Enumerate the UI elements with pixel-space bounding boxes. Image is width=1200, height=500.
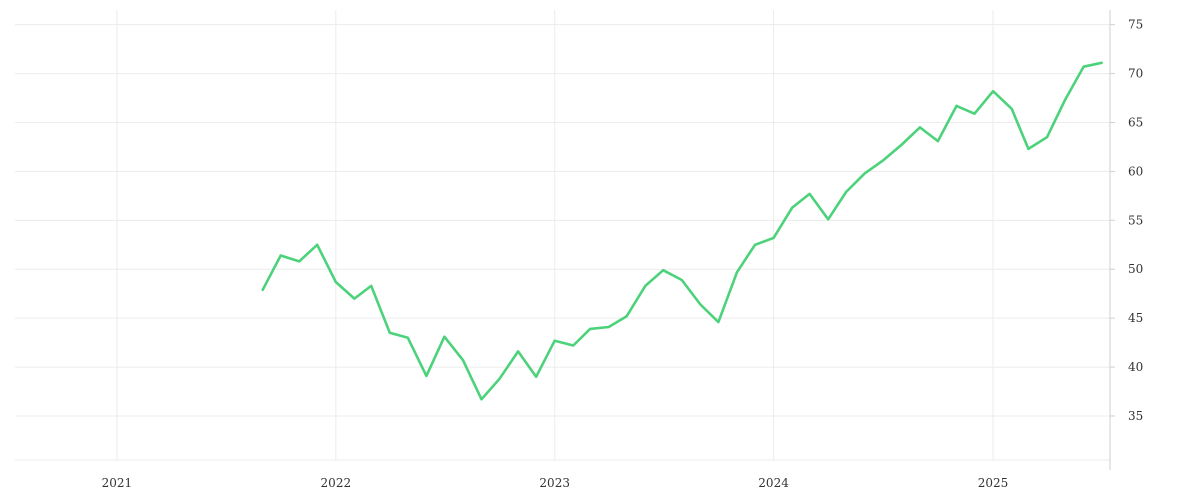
data-point — [497, 376, 503, 382]
y-tick-marks — [1110, 24, 1115, 417]
data-point — [606, 324, 612, 330]
data-point — [898, 142, 904, 148]
x-gridlines — [116, 10, 994, 460]
data-point — [314, 242, 320, 248]
y-tick-label: 55 — [1128, 213, 1143, 227]
data-point — [533, 374, 539, 380]
data-point — [351, 296, 357, 302]
x-tick-label: 2022 — [321, 476, 352, 490]
data-point — [1025, 146, 1031, 152]
data-point — [1009, 106, 1015, 112]
y-tick-label: 50 — [1128, 262, 1143, 276]
data-point — [515, 348, 521, 354]
x-tick-labels: 2021 2022 2023 2024 2025 — [102, 476, 1009, 490]
data-point — [260, 287, 266, 293]
data-point — [862, 170, 868, 176]
data-point — [624, 313, 630, 319]
data-point — [368, 283, 374, 289]
data-point — [1081, 64, 1087, 70]
y-tick-label: 40 — [1128, 360, 1143, 374]
data-point — [423, 373, 429, 379]
data-point — [954, 103, 960, 109]
x-tick-label: 2023 — [539, 476, 570, 490]
data-point — [405, 335, 411, 341]
data-point — [734, 269, 740, 275]
data-point — [715, 319, 721, 325]
data-point — [972, 111, 978, 117]
data-point — [825, 216, 831, 222]
y-tick-label: 60 — [1128, 164, 1143, 178]
y-gridlines — [15, 24, 1110, 461]
data-point — [1099, 60, 1105, 66]
y-tick-label: 65 — [1128, 116, 1143, 130]
data-point — [1044, 134, 1050, 140]
data-point — [460, 357, 466, 363]
data-point — [679, 277, 685, 283]
data-point — [752, 242, 758, 248]
data-point — [771, 235, 777, 241]
data-point — [1062, 97, 1068, 103]
data-point — [807, 191, 813, 197]
data-point — [587, 326, 593, 332]
x-tick-label: 2021 — [102, 476, 133, 490]
data-point — [660, 267, 666, 273]
x-tick-label: 2025 — [978, 476, 1009, 490]
y-tick-label: 75 — [1128, 18, 1143, 32]
data-point — [843, 189, 849, 195]
data-point — [789, 205, 795, 211]
data-point — [479, 396, 485, 402]
data-point — [935, 138, 941, 144]
data-point — [552, 338, 558, 344]
data-point — [333, 279, 339, 285]
data-point — [990, 88, 996, 94]
series-line — [261, 61, 1103, 401]
data-point — [387, 330, 393, 336]
data-point — [570, 343, 576, 349]
x-tick-label: 2024 — [758, 476, 789, 490]
data-point — [278, 253, 284, 259]
y-tick-label: 70 — [1128, 67, 1143, 81]
data-point — [880, 158, 886, 164]
data-point — [441, 334, 447, 340]
y-tick-label: 35 — [1128, 409, 1143, 423]
data-point — [697, 302, 703, 308]
series-layer — [260, 60, 1105, 402]
data-point — [642, 283, 648, 289]
data-point — [917, 124, 923, 130]
data-point — [296, 258, 302, 264]
y-tick-labels: 35 40 45 50 55 60 65 70 75 — [1128, 18, 1143, 423]
y-tick-label: 45 — [1128, 311, 1143, 325]
